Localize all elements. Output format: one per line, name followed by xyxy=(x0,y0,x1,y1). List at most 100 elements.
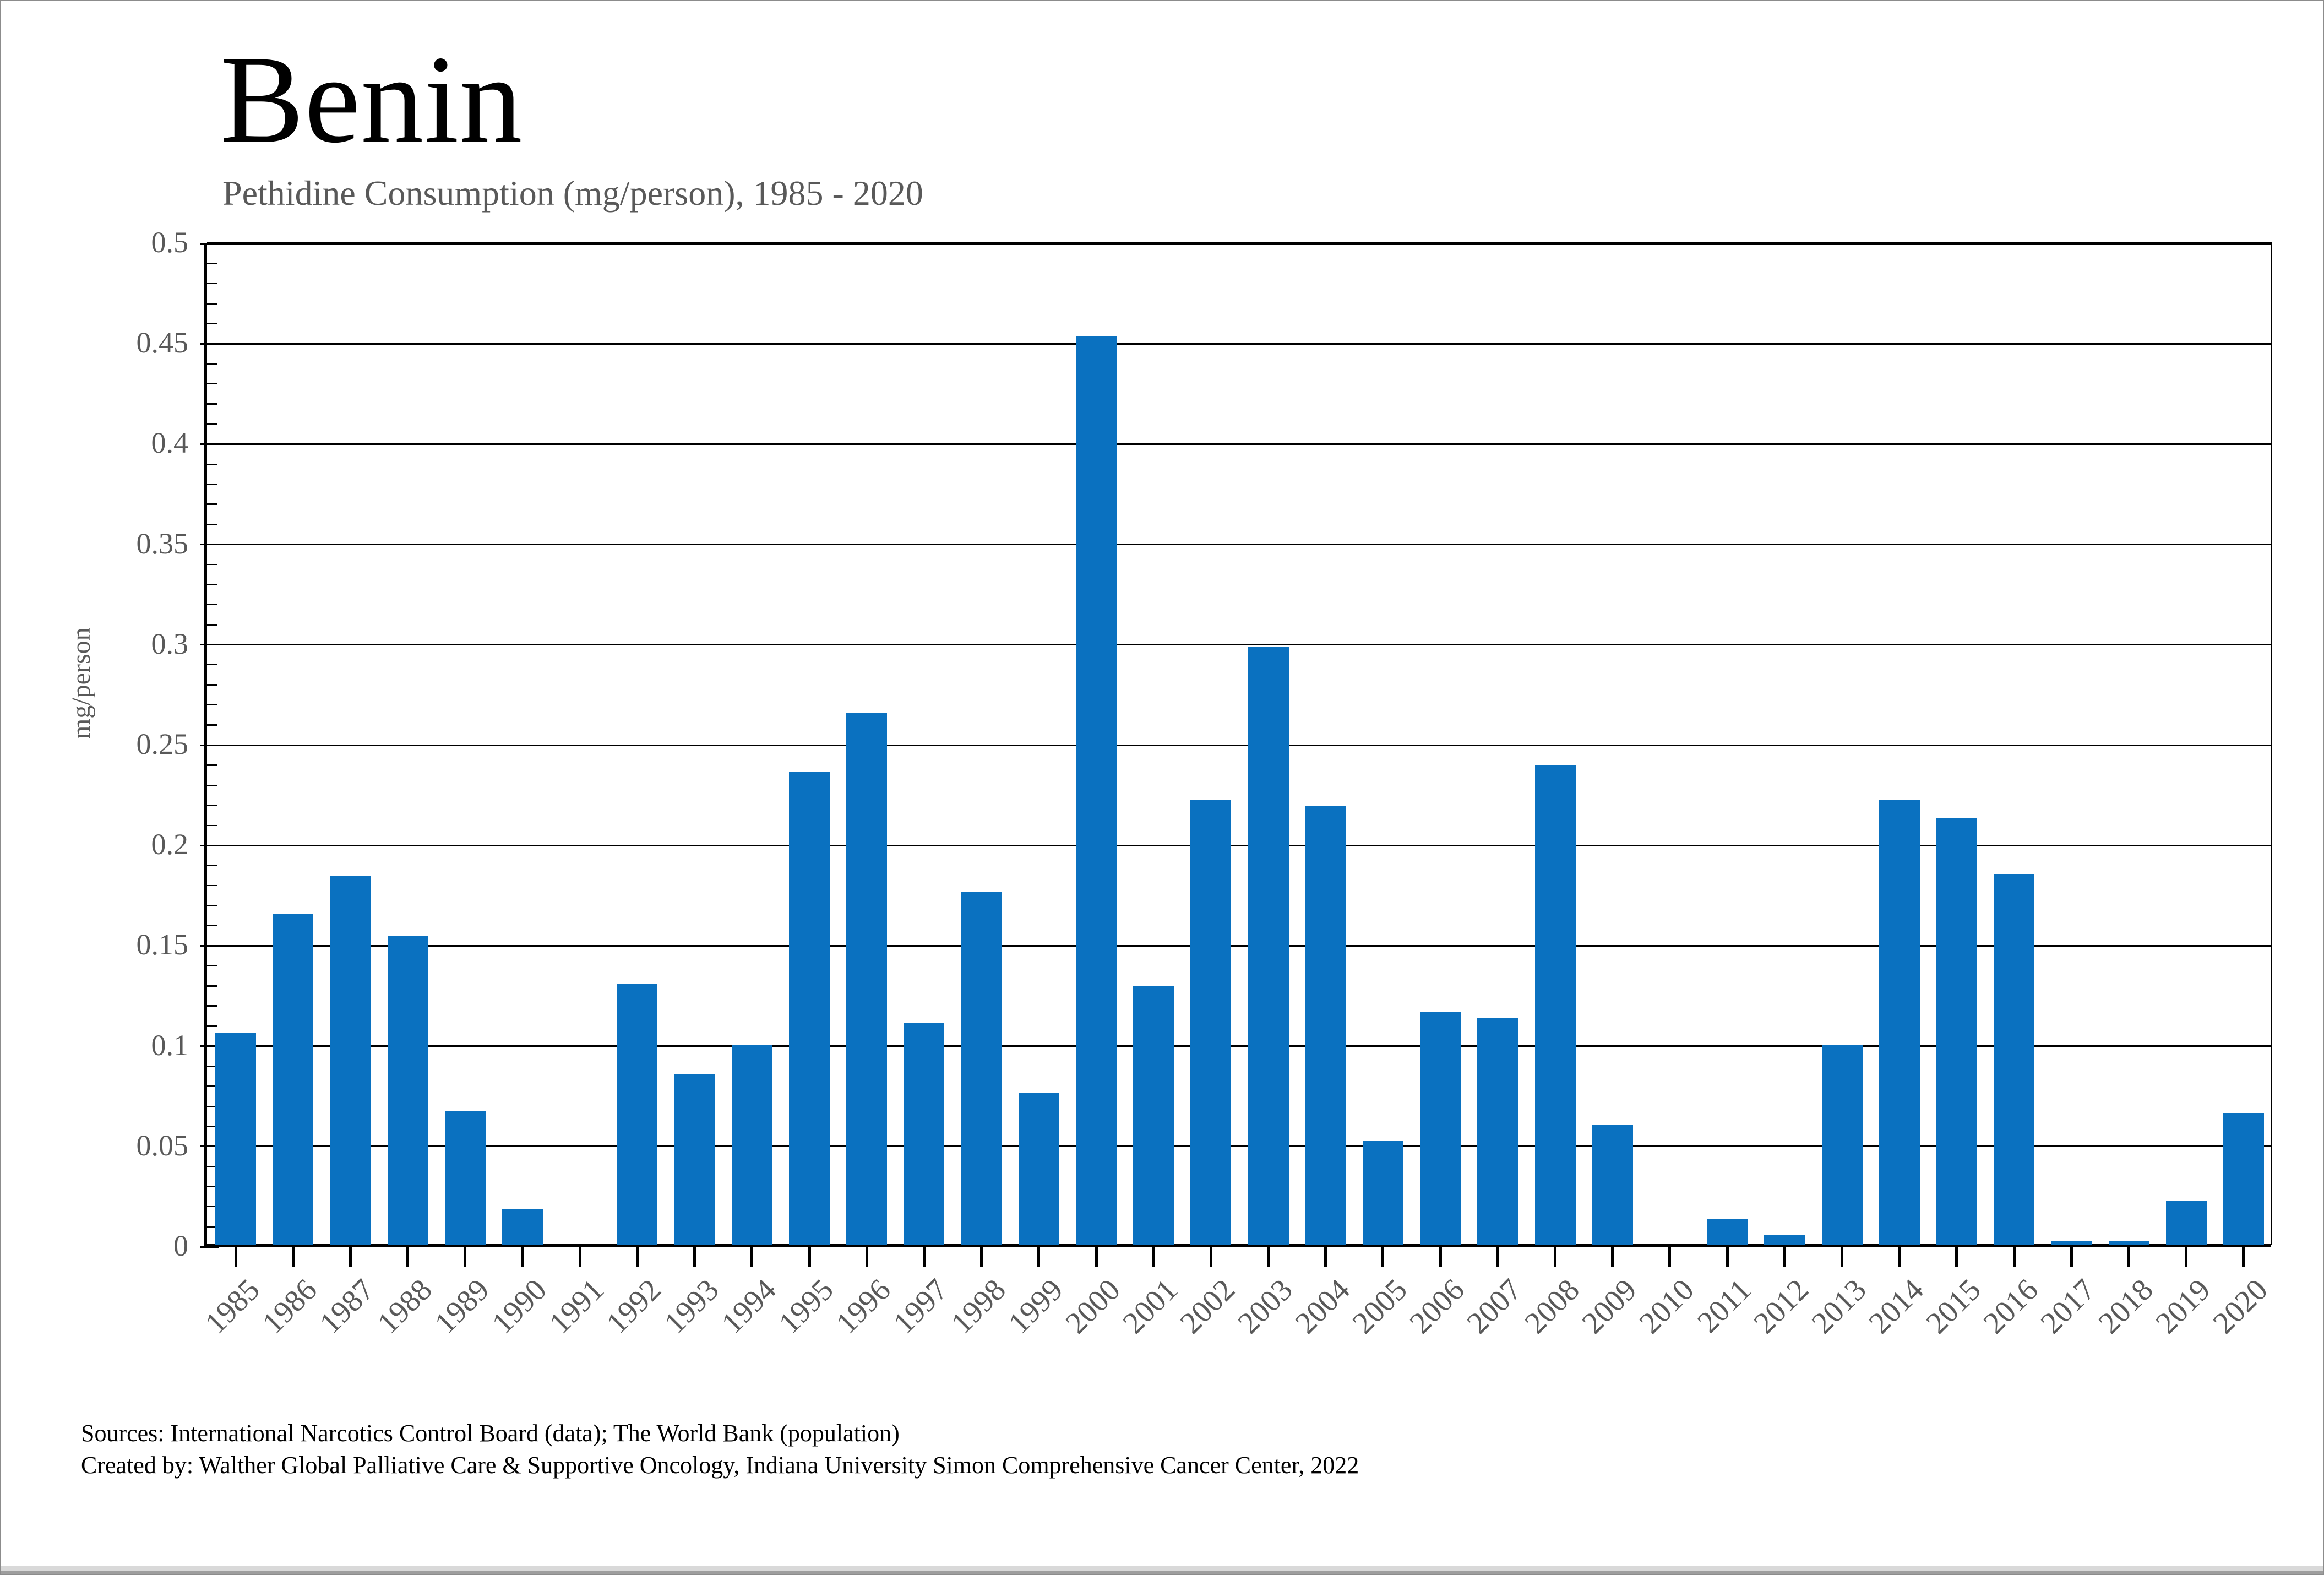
y-axis-minor-tick xyxy=(207,764,217,766)
y-axis-minor-tick xyxy=(207,1025,217,1027)
x-axis-tick-label: 2010 xyxy=(1632,1272,1701,1340)
x-axis-tick-label: 1992 xyxy=(600,1272,668,1340)
x-axis-tick xyxy=(1267,1245,1270,1267)
footer-created-by-line: Created by: Walther Global Palliative Ca… xyxy=(81,1452,1359,1479)
y-axis-minor-tick xyxy=(207,724,217,726)
x-axis-tick xyxy=(2242,1245,2245,1267)
y-axis-major-tick xyxy=(200,1145,219,1148)
y-axis-major-tick xyxy=(200,242,219,245)
bar-2001 xyxy=(1133,986,1174,1245)
y-gridline xyxy=(207,944,2271,947)
bar-1985 xyxy=(215,1032,257,1245)
y-axis-minor-tick xyxy=(207,985,217,987)
x-axis-tick xyxy=(1209,1245,1212,1267)
y-axis-tick-label: 0.1 xyxy=(151,1028,189,1062)
bar-1987 xyxy=(330,876,371,1245)
x-axis-tick xyxy=(521,1245,524,1267)
y-axis-minor-tick xyxy=(207,784,217,786)
bar-2012 xyxy=(1764,1235,1805,1245)
bar-2017 xyxy=(2051,1241,2092,1245)
y-axis-major-tick xyxy=(200,544,219,546)
y-gridline xyxy=(207,544,2271,546)
y-gridline xyxy=(207,443,2271,445)
x-axis-tick-label: 1989 xyxy=(428,1272,496,1340)
x-axis-tick xyxy=(1668,1245,1672,1267)
y-axis-tick-label: 0 xyxy=(173,1229,188,1262)
x-axis-line xyxy=(204,1244,2271,1247)
bar-1997 xyxy=(904,1022,945,1245)
x-axis-tick xyxy=(406,1245,410,1267)
x-axis-tick-label: 1987 xyxy=(313,1272,382,1340)
x-axis-tick xyxy=(291,1245,295,1267)
x-axis-tick xyxy=(750,1245,754,1267)
x-axis-tick xyxy=(2185,1245,2188,1267)
x-axis-tick xyxy=(464,1245,467,1267)
y-axis-minor-tick xyxy=(207,1186,217,1187)
x-axis-tick-label: 2006 xyxy=(1403,1272,1471,1340)
y-axis-minor-tick xyxy=(207,965,217,967)
y-axis-major-tick xyxy=(200,1045,219,1047)
bar-1993 xyxy=(674,1074,715,1245)
y-axis-minor-tick xyxy=(207,563,217,566)
y-axis-tick-label: 0.4 xyxy=(151,426,189,460)
x-axis-tick-label: 2016 xyxy=(1977,1272,2045,1340)
y-axis-minor-tick xyxy=(207,1226,217,1228)
y-axis-minor-tick xyxy=(207,824,217,826)
x-axis-tick xyxy=(1955,1245,1958,1267)
x-axis-tick xyxy=(865,1245,868,1267)
y-axis-minor-tick xyxy=(207,664,217,666)
x-axis-tick xyxy=(1783,1245,1786,1267)
bar-1996 xyxy=(846,713,888,1245)
y-axis-minor-tick xyxy=(207,1205,217,1208)
y-axis-tick-label: 0.15 xyxy=(136,928,189,962)
bar-2014 xyxy=(1879,800,1920,1245)
y-axis-major-tick xyxy=(200,1246,219,1248)
x-axis-tick-label: 2004 xyxy=(1288,1272,1357,1340)
bar-1986 xyxy=(273,914,314,1245)
y-axis-minor-tick xyxy=(207,283,217,285)
bar-2015 xyxy=(1936,817,1977,1245)
bar-2002 xyxy=(1190,800,1232,1245)
x-axis-tick xyxy=(2127,1245,2130,1267)
x-axis-tick-label: 2001 xyxy=(1116,1272,1184,1340)
x-axis-tick-label: 2002 xyxy=(1174,1272,1242,1340)
y-axis-major-tick xyxy=(200,944,219,947)
y-gridline xyxy=(207,242,2271,245)
window-bottom-shadow-dark xyxy=(1,1571,2323,1574)
y-gridline xyxy=(207,1045,2271,1047)
bar-2009 xyxy=(1592,1125,1633,1245)
y-axis-minor-tick xyxy=(207,604,217,606)
y-axis-minor-tick xyxy=(207,463,217,465)
x-axis-tick-label: 1990 xyxy=(485,1272,553,1340)
x-axis-tick xyxy=(2070,1245,2073,1267)
bar-2018 xyxy=(2108,1241,2149,1245)
x-axis-tick-label: 1999 xyxy=(1002,1272,1070,1340)
y-axis-major-tick xyxy=(200,343,219,345)
bar-2016 xyxy=(1994,873,2035,1245)
x-axis-tick-label: 1991 xyxy=(542,1272,611,1340)
x-axis-tick xyxy=(808,1245,811,1267)
y-axis-minor-tick xyxy=(207,523,217,525)
y-axis-tick-label: 0.5 xyxy=(151,226,189,259)
x-axis-tick-label: 2013 xyxy=(1805,1272,1873,1340)
y-axis-minor-tick xyxy=(207,363,217,365)
x-axis-tick-label: 2011 xyxy=(1691,1272,1758,1340)
y-axis-minor-tick xyxy=(207,303,217,305)
x-axis-tick xyxy=(1439,1245,1442,1267)
x-axis-tick-label: 1998 xyxy=(944,1272,1013,1340)
bar-2000 xyxy=(1076,336,1117,1245)
y-axis-tick-label: 0.35 xyxy=(136,526,189,560)
source-footer: Sources: International Narcotics Control… xyxy=(81,1418,1359,1481)
x-axis-tick-label: 1994 xyxy=(715,1272,783,1340)
x-axis-tick xyxy=(578,1245,581,1267)
x-axis-tick xyxy=(1324,1245,1327,1267)
x-axis-tick xyxy=(1037,1245,1041,1267)
bar-2007 xyxy=(1477,1018,1519,1245)
bar-1990 xyxy=(502,1209,543,1245)
x-axis-tick-label: 2018 xyxy=(2092,1272,2160,1340)
bar-2011 xyxy=(1707,1219,1748,1245)
bar-1998 xyxy=(961,892,1002,1245)
x-axis-tick xyxy=(1381,1245,1385,1267)
chart-title: Benin xyxy=(220,30,523,169)
y-axis-minor-tick xyxy=(207,704,217,706)
